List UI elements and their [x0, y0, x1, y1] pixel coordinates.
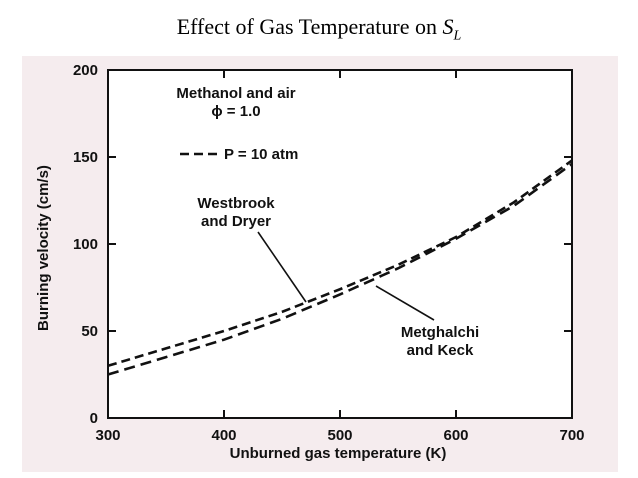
x-tick-label: 700 [559, 427, 584, 444]
y-tick-label: 0 [90, 410, 98, 427]
x-axis-title: Unburned gas temperature (K) [230, 445, 447, 462]
metghalchi-label-line1: Metghalchi [401, 324, 479, 341]
y-tick-label: 50 [81, 323, 98, 340]
x-tick-label: 500 [327, 427, 352, 444]
slide-title: Effect of Gas Temperature on SL [0, 14, 638, 44]
y-tick-label: 150 [73, 149, 98, 166]
equivalence-ratio-label: ϕ = 1.0 [211, 103, 260, 120]
x-tick-label: 400 [211, 427, 236, 444]
westbrook-label-line1: Westbrook [197, 195, 275, 212]
series-line-1 [107, 159, 573, 368]
y-tick-label: 200 [73, 62, 98, 79]
y-tick-label: 100 [73, 236, 98, 253]
y-axis-title: Burning velocity (cm/s) [35, 165, 52, 331]
series-line-2 [107, 162, 573, 376]
burning-velocity-chart: 300 400 500 600 700 0 50 100 150 200 Methanol and… [35, 62, 585, 462]
legend-pressure-label: P = 10 atm [224, 146, 298, 163]
slide-title-subscript: L [453, 28, 462, 44]
metghalchi-label-line2: and Keck [407, 342, 474, 359]
westbrook-label-line2: and Dryer [201, 213, 271, 230]
x-tick-label: 300 [95, 427, 120, 444]
metghalchi-pointer [375, 285, 435, 321]
slide-title-symbol: S [442, 14, 454, 39]
plot-frame [107, 69, 573, 419]
chart-figure: 300 400 500 600 700 0 50 100 150 200 Methanol and… [22, 56, 618, 472]
westbrook-pointer [257, 231, 307, 303]
slide-title-text: Effect of Gas Temperature on [176, 14, 443, 39]
x-tick-label: 600 [443, 427, 468, 444]
mixture-label: Methanol and air [176, 85, 295, 102]
